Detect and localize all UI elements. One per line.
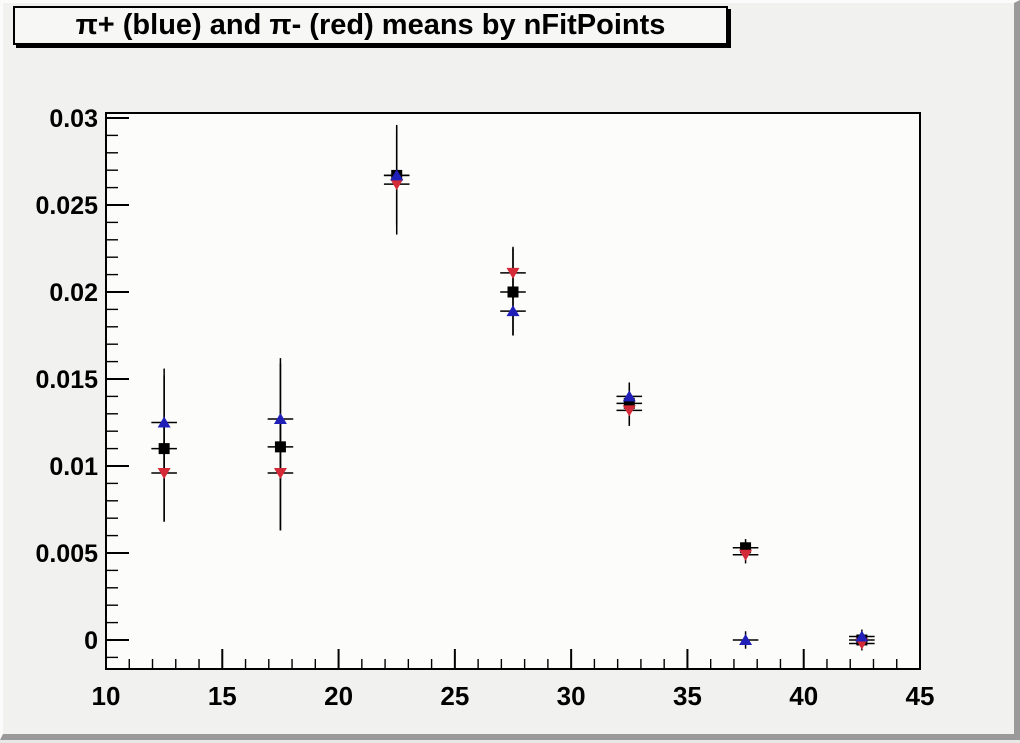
data-marker-square (740, 542, 752, 554)
data-marker-triangle-down (622, 405, 636, 417)
data-marker-triangle-down (157, 467, 171, 479)
plot-frame (105, 112, 921, 670)
x-axis-tick-label: 30 (557, 681, 586, 711)
y-axis-tick-label: 0 (84, 627, 98, 655)
x-axis-tick-label: 40 (789, 681, 818, 711)
x-axis-tick-label: 35 (673, 681, 702, 711)
y-axis-tick-label: 0.015 (35, 366, 98, 394)
x-axis-tick-label: 10 (92, 681, 121, 711)
chart-title-box: π+ (blue) and π- (red) means by nFitPoin… (13, 6, 728, 45)
y-axis-tick-label: 0.005 (35, 540, 98, 568)
y-axis-tick-label: 0.03 (49, 105, 98, 133)
data-marker-square (507, 286, 519, 298)
data-marker-square (623, 397, 635, 409)
data-marker-triangle-up (273, 413, 287, 425)
data-marker-triangle-up (390, 169, 404, 181)
data-marker-triangle-up (622, 390, 636, 402)
x-axis-tick-label: 20 (324, 681, 353, 711)
chart-title: π+ (blue) and π- (red) means by nFitPoin… (75, 9, 666, 41)
chart-plot-area: 10 15 20 25 30 35 40 45 0 0.005 0.01 0.015 0.02 0.025… (35, 105, 935, 711)
y-axis-tick-label: 0.025 (35, 192, 98, 220)
data-marker-triangle-down (739, 549, 753, 561)
data-marker-triangle-up (157, 416, 171, 428)
data-marker-square (274, 441, 286, 453)
data-marker-triangle-up (855, 630, 869, 642)
x-axis-tick-label: 45 (906, 681, 935, 711)
data-marker-square (158, 443, 170, 455)
data-marker-triangle-down (506, 267, 520, 279)
data-marker-triangle-up (506, 305, 520, 317)
x-axis-tick-label: 15 (208, 681, 237, 711)
data-marker-triangle-up (739, 633, 753, 645)
y-axis-tick-label: 0.01 (49, 453, 98, 481)
data-marker-triangle-down (273, 467, 287, 479)
y-axis-tick-label: 0.02 (49, 279, 98, 307)
x-axis-tick-label: 25 (440, 681, 469, 711)
data-marker-triangle-down (390, 179, 404, 191)
